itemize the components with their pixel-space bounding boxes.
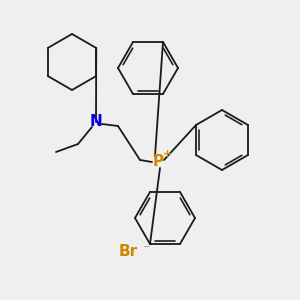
Text: N: N: [90, 115, 102, 130]
Text: Br: Br: [118, 244, 138, 260]
Text: ⁻: ⁻: [142, 243, 150, 257]
Text: +: +: [162, 149, 172, 159]
Text: P: P: [152, 154, 164, 169]
